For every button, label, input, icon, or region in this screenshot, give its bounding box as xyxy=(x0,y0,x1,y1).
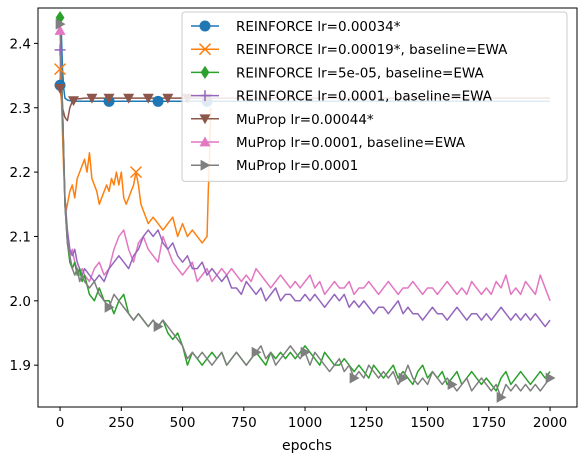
series-marker-5 xyxy=(54,84,66,94)
y-tick-label: 2.4 xyxy=(10,36,31,52)
x-tick-label: 2000 xyxy=(533,415,567,431)
series-marker-7 xyxy=(447,378,458,390)
legend-marker xyxy=(199,114,211,125)
x-tick-label: 1250 xyxy=(349,415,383,431)
series-marker-5 xyxy=(162,93,174,104)
series-marker-3 xyxy=(55,11,65,25)
series-marker-7 xyxy=(300,346,311,358)
x-tick-label: 1750 xyxy=(472,415,506,431)
y-axis-ticks: 1.9 2.0 2.1 2.2 2.3 2.4 xyxy=(10,36,38,374)
legend-label: REINFORCE lr=0.00019*, baseline=EWA xyxy=(236,42,508,58)
legend-marker xyxy=(199,90,211,102)
legend-label: MuProp lr=0.00044* xyxy=(236,112,374,128)
series-marker-7 xyxy=(496,391,507,403)
legend-marker xyxy=(198,43,212,56)
x-tick-label: 500 xyxy=(170,415,196,431)
y-tick-label: 2.2 xyxy=(10,165,31,181)
x-tick-label: 750 xyxy=(231,415,257,431)
series-marker-7 xyxy=(104,301,115,313)
series-marker-7 xyxy=(55,18,66,30)
series-marker-5 xyxy=(123,93,135,104)
series-line-2 xyxy=(59,69,212,244)
y-tick-label: 2.1 xyxy=(10,229,31,245)
x-tick-label: 1000 xyxy=(288,415,322,431)
series-line-7 xyxy=(59,24,551,399)
legend-label: REINFORCE lr=0.0001, baseline=EWA xyxy=(236,89,493,105)
series-marker-2 xyxy=(129,166,143,179)
y-tick-label: 1.9 xyxy=(10,358,31,374)
legend-label: REINFORCE lr=5e-05, baseline=EWA xyxy=(236,65,484,81)
series-marker-2 xyxy=(54,63,67,76)
legend-marker xyxy=(199,20,211,32)
legend-label: MuProp lr=0.0001, baseline=EWA xyxy=(236,135,466,151)
series-marker-7 xyxy=(153,321,164,333)
x-axis-label: epochs xyxy=(282,438,332,454)
legend: REINFORCE lr=0.00034* REINFORCE lr=0.0001… xyxy=(181,11,568,182)
series-marker-7 xyxy=(251,346,262,358)
series-line-6 xyxy=(59,30,551,302)
series-marker-7 xyxy=(349,372,360,384)
legend-label: MuProp lr=0.0001 xyxy=(236,158,358,174)
x-tick-label: 0 xyxy=(56,415,65,431)
x-tick-label: 250 xyxy=(108,415,134,431)
series-marker-5 xyxy=(86,93,98,104)
legend-marker xyxy=(200,65,210,79)
series-marker-6 xyxy=(54,25,66,35)
series-line-4 xyxy=(59,49,551,328)
series-marker-7 xyxy=(398,372,409,384)
series-marker-5 xyxy=(103,93,115,104)
legend-marker xyxy=(199,136,211,147)
y-tick-label: 2.0 xyxy=(10,294,31,310)
legend-marker xyxy=(200,159,211,171)
legend-box xyxy=(181,11,568,182)
x-axis-ticks: 0 250 500 750 1000 1250 1500 1750 2000 xyxy=(56,407,567,431)
series-marker-7 xyxy=(545,372,556,384)
series-marker-1 xyxy=(152,95,164,107)
series-lines xyxy=(59,17,551,399)
y-tick-label: 2.3 xyxy=(10,101,31,117)
series-marker-4 xyxy=(54,44,66,56)
x-tick-label: 1500 xyxy=(410,415,444,431)
series-marker-5 xyxy=(68,96,80,107)
legend-label: REINFORCE lr=0.00034* xyxy=(236,19,401,35)
plot-frame xyxy=(37,7,578,408)
series-marker-5 xyxy=(142,93,154,104)
